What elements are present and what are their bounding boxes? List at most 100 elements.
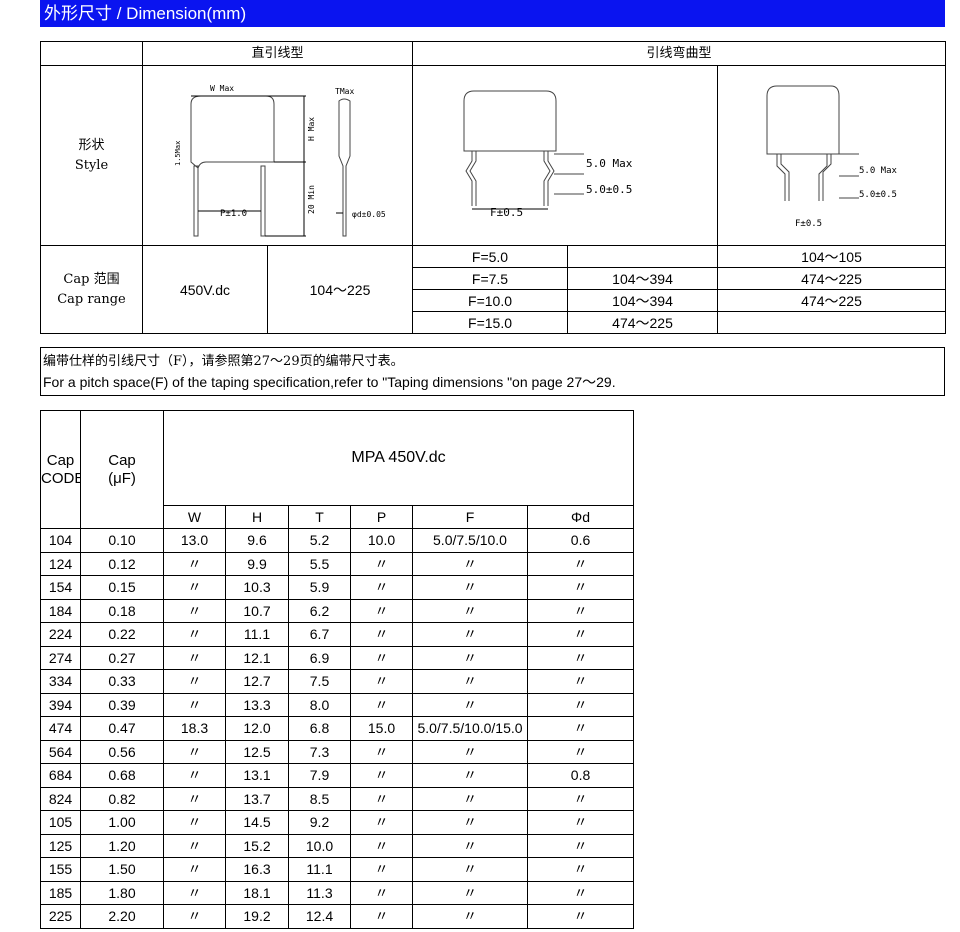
d-value: 〃 — [526, 692, 635, 717]
t-value: 6.2 — [288, 598, 351, 623]
cap-value: 0.18 — [80, 598, 164, 623]
d-value: 〃 — [526, 716, 635, 741]
bent1-range: 104～394 — [567, 289, 719, 312]
kink-label-2: 5.0 Max — [859, 166, 898, 176]
taping-note: 编带仕样的引线尺寸（F），请参照第27～29页的编带尺寸表。 For a pit… — [40, 347, 945, 396]
p-value: 〃 — [350, 880, 413, 905]
f-value: 〃 — [412, 786, 528, 811]
w-value: 〃 — [163, 692, 226, 717]
f-value: F=10.0 — [412, 289, 569, 312]
table-row: 564 0.56 〃 12.5 7.3 〃〃〃 — [40, 739, 635, 764]
w-value: 〃 — [163, 833, 226, 858]
w-value: 〃 — [163, 786, 226, 811]
cap-code: 104 — [40, 528, 81, 553]
pitch-label: P±1.0 — [220, 209, 247, 219]
table-row: 104 0.10 13.0 9.6 5.2 10.0 5.0/7.5/10.0 0.6 — [40, 528, 635, 553]
cap-value: 0.47 — [80, 716, 164, 741]
cap-value: 0.10 — [80, 528, 164, 553]
table-row: 824 0.82 〃 13.7 8.5 〃〃〃 — [40, 786, 635, 811]
t-value: 8.5 — [288, 786, 351, 811]
note-en: For a pitch space(F) of the taping speci… — [43, 374, 616, 390]
straight-capacitor-drawing: W Max TMax P±1.0 φd±0.05 H Max 20 Min 1.… — [174, 84, 385, 237]
column-header-h: H — [225, 505, 289, 529]
style-label: 形状 Style — [40, 65, 143, 246]
cap-range-en: Cap range — [57, 291, 126, 307]
t-label: TMax — [335, 87, 354, 96]
h-label: H Max — [307, 117, 316, 141]
t-value: 7.5 — [288, 669, 351, 694]
p-value: 〃 — [350, 833, 413, 858]
h-value: 9.6 — [225, 528, 289, 553]
p-value: 〃 — [350, 551, 413, 576]
cap-value: 2.20 — [80, 904, 164, 929]
h-value: 10.7 — [225, 598, 289, 623]
p-value: 〃 — [350, 669, 413, 694]
cap-range-label: Cap 范围 Cap range — [40, 245, 143, 334]
style-header-blank — [40, 41, 143, 66]
cap-code: 184 — [40, 598, 81, 623]
w-value: 〃 — [163, 598, 226, 623]
cap-code-header: Cap CODE — [40, 410, 81, 529]
d-value: 〃 — [526, 904, 635, 929]
cap-code: 474 — [40, 716, 81, 741]
cap-code: 224 — [40, 622, 81, 647]
d-value: 〃 — [526, 622, 635, 647]
cap-code: 394 — [40, 692, 81, 717]
h-value: 14.5 — [225, 810, 289, 835]
h-value: 18.1 — [225, 880, 289, 905]
f-value: 5.0/7.5/10.0/15.0 — [412, 716, 528, 741]
table-row: 334 0.33 〃 12.7 7.5 〃〃〃 — [40, 669, 635, 694]
w-value: 〃 — [163, 739, 226, 764]
p-value: 〃 — [350, 598, 413, 623]
d-value: 〃 — [526, 880, 635, 905]
h-value: 10.3 — [225, 575, 289, 600]
bent-lead-drawing-2: 5.0 Max 5.0±0.5 F±0.5 — [717, 65, 947, 246]
cap-code: 185 — [40, 880, 81, 905]
w-value: 〃 — [163, 622, 226, 647]
f-value: 〃 — [412, 551, 528, 576]
bent-capacitor-drawing-2: 5.0 Max 5.0±0.5 F±0.5 — [766, 85, 898, 229]
bent2-range: 474～225 — [717, 267, 947, 290]
h-value: 13.1 — [225, 763, 289, 788]
cap-value: 0.15 — [80, 575, 164, 600]
table-row: 155 1.50 〃 16.3 11.1 〃〃〃 — [40, 857, 635, 882]
h-value: 12.0 — [225, 716, 289, 741]
section-header: 外形尺寸 / Dimension(mm) — [40, 0, 945, 27]
p-value: 〃 — [350, 692, 413, 717]
table-row: 684 0.68 〃 13.1 7.9 〃〃 0.8 — [40, 763, 635, 788]
t-value: 11.1 — [288, 857, 351, 882]
f-value: 〃 — [412, 622, 528, 647]
h-value: 13.3 — [225, 692, 289, 717]
cap-value: 0.12 — [80, 551, 164, 576]
d-value: 〃 — [526, 857, 635, 882]
d-value: 〃 — [526, 645, 635, 670]
f-value: F=15.0 — [412, 311, 569, 334]
style-label-cn: 形状 — [78, 137, 105, 153]
straight-lead-header: 直引线型 — [141, 41, 414, 66]
table-row: 394 0.39 〃 13.3 8.0 〃〃〃 — [40, 692, 635, 717]
d-value: 〃 — [526, 575, 635, 600]
cap-value: 1.20 — [80, 833, 164, 858]
cap-code: 105 — [40, 810, 81, 835]
w-value: 〃 — [163, 645, 226, 670]
kink2-label-2: 5.0±0.5 — [859, 190, 897, 200]
w-value: 〃 — [163, 763, 226, 788]
w-value: 13.0 — [163, 528, 226, 553]
cap-value: 0.27 — [80, 645, 164, 670]
column-header-t: T — [288, 505, 351, 529]
bent1-range: 474～225 — [567, 311, 719, 334]
f-value: 〃 — [412, 669, 528, 694]
cap-code: 684 — [40, 763, 81, 788]
table-row: 185 1.80 〃 18.1 11.3 〃〃〃 — [40, 880, 635, 905]
p-value: 〃 — [350, 857, 413, 882]
f-value: F=7.5 — [412, 267, 569, 290]
h-value: 12.7 — [225, 669, 289, 694]
cap-value: 0.56 — [80, 739, 164, 764]
t-value: 9.2 — [288, 810, 351, 835]
p-value: 〃 — [350, 645, 413, 670]
cap-code: 274 — [40, 645, 81, 670]
f-value: 〃 — [412, 810, 528, 835]
h-value: 13.7 — [225, 786, 289, 811]
d-value: 〃 — [526, 833, 635, 858]
cap-range-cn: Cap 范围 — [63, 271, 120, 287]
